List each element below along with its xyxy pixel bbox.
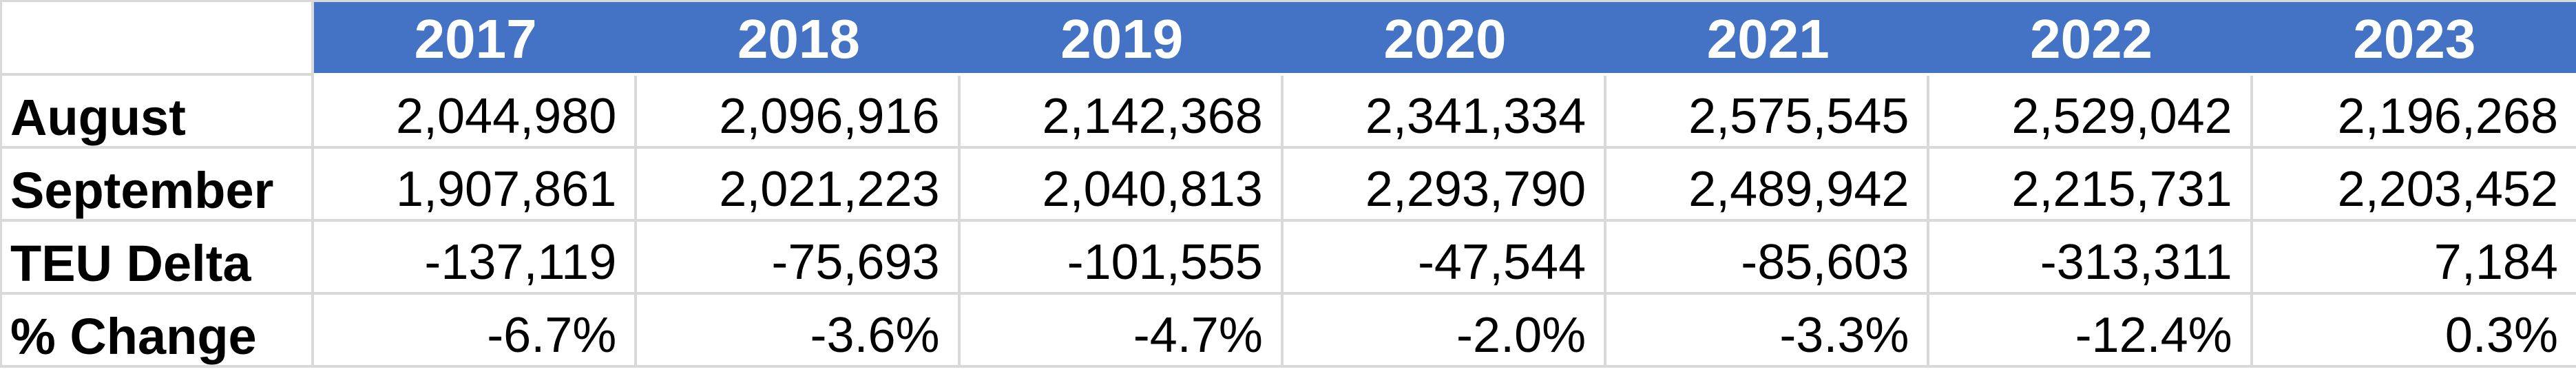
- value-cell-pct-change-2022[interactable]: -12.4%: [1929, 295, 2253, 368]
- value-cell-september-2017[interactable]: 1,907,861: [314, 149, 638, 222]
- value-cell-pct-change-2017[interactable]: -6.7%: [314, 295, 638, 368]
- year-header-2022[interactable]: 2022: [1929, 2, 2253, 76]
- year-header-2017[interactable]: 2017: [314, 2, 638, 76]
- value-cell-september-2020[interactable]: 2,293,790: [1283, 149, 1607, 222]
- value-cell-teu-delta-2021[interactable]: -85,603: [1606, 222, 1930, 295]
- value-cell-pct-change-2018[interactable]: -3.6%: [637, 295, 961, 368]
- value-cell-august-2021[interactable]: 2,575,545: [1606, 76, 1930, 149]
- row-label-august[interactable]: August: [2, 76, 314, 149]
- year-header-2023[interactable]: 2023: [2252, 2, 2576, 76]
- value-cell-august-2018[interactable]: 2,096,916: [637, 76, 961, 149]
- value-cell-august-2022[interactable]: 2,529,042: [1929, 76, 2253, 149]
- value-cell-september-2019[interactable]: 2,040,813: [960, 149, 1284, 222]
- value-cell-teu-delta-2022[interactable]: -313,311: [1929, 222, 2253, 295]
- value-cell-september-2023[interactable]: 2,203,452: [2252, 149, 2576, 222]
- value-cell-teu-delta-2023[interactable]: 7,184: [2252, 222, 2576, 295]
- value-cell-teu-delta-2017[interactable]: -137,119: [314, 222, 638, 295]
- value-cell-teu-delta-2020[interactable]: -47,544: [1283, 222, 1607, 295]
- year-header-2018[interactable]: 2018: [637, 2, 961, 76]
- value-cell-september-2018[interactable]: 2,021,223: [637, 149, 961, 222]
- value-cell-august-2023[interactable]: 2,196,268: [2252, 76, 2576, 149]
- value-cell-august-2020[interactable]: 2,341,334: [1283, 76, 1607, 149]
- teu-comparison-table: 2017 2018 2019 2020 2021 2022 2023 Augus…: [0, 0, 2576, 368]
- row-label-teu-delta[interactable]: TEU Delta: [2, 222, 314, 295]
- value-cell-august-2017[interactable]: 2,044,980: [314, 76, 638, 149]
- value-cell-september-2022[interactable]: 2,215,731: [1929, 149, 2253, 222]
- row-label-pct-change[interactable]: % Change: [2, 295, 314, 368]
- row-label-september[interactable]: September: [2, 149, 314, 222]
- value-cell-teu-delta-2019[interactable]: -101,555: [960, 222, 1284, 295]
- value-cell-pct-change-2021[interactable]: -3.3%: [1606, 295, 1930, 368]
- value-cell-august-2019[interactable]: 2,142,368: [960, 76, 1284, 149]
- corner-cell[interactable]: [2, 2, 314, 76]
- value-cell-pct-change-2019[interactable]: -4.7%: [960, 295, 1284, 368]
- value-cell-pct-change-2020[interactable]: -2.0%: [1283, 295, 1607, 368]
- year-header-2020[interactable]: 2020: [1283, 2, 1607, 76]
- year-header-2019[interactable]: 2019: [960, 2, 1284, 76]
- value-cell-teu-delta-2018[interactable]: -75,693: [637, 222, 961, 295]
- value-cell-pct-change-2023[interactable]: 0.3%: [2252, 295, 2576, 368]
- year-header-2021[interactable]: 2021: [1606, 2, 1930, 76]
- value-cell-september-2021[interactable]: 2,489,942: [1606, 149, 1930, 222]
